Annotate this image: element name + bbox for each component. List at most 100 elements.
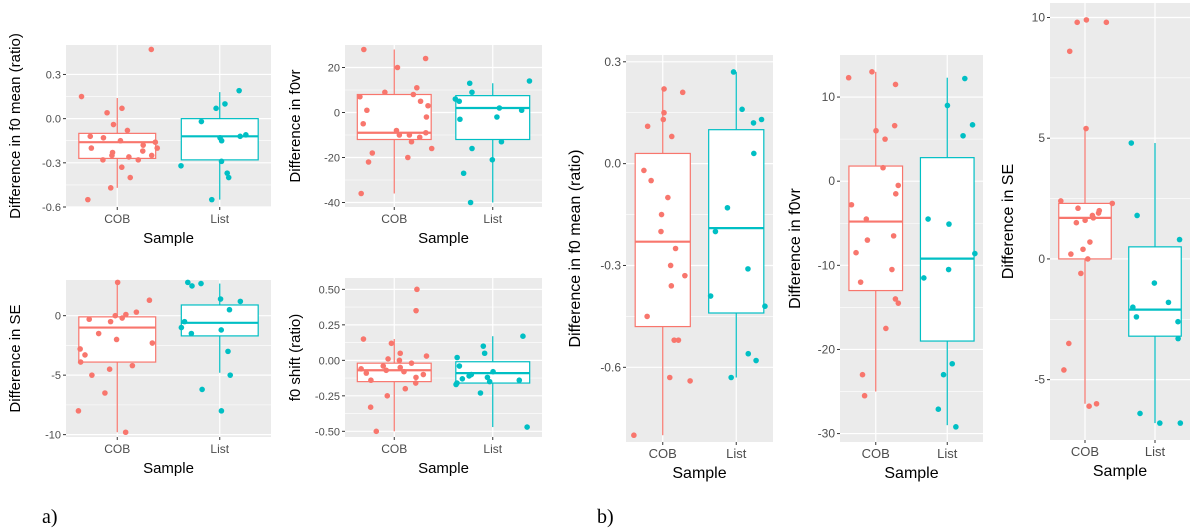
data-point-cob [1068, 251, 1074, 257]
data-point-cob [1066, 340, 1072, 347]
data-point-cob [82, 352, 88, 358]
data-point-list [524, 424, 530, 430]
data-point-list [457, 116, 463, 123]
data-point-list [946, 221, 952, 227]
data-point-list [1134, 212, 1140, 219]
data-point-cob [406, 132, 413, 138]
data-point-cob [78, 93, 85, 100]
data-point-cob [412, 380, 419, 386]
data-point-cob [661, 86, 667, 92]
box-list [180, 283, 259, 373]
data-point-list [467, 199, 474, 206]
data-point-cob [95, 330, 102, 337]
data-point-list [960, 132, 966, 139]
y-tick-label: -30 [818, 427, 836, 441]
data-point-list [484, 374, 491, 381]
data-point-cob [139, 148, 146, 154]
data-point-list [218, 327, 225, 333]
data-point-list [1175, 335, 1181, 342]
data-point-cob [100, 134, 107, 141]
data-point-list [724, 204, 731, 211]
data-point-cob [414, 84, 420, 91]
y-tick-label: 0.0 [604, 157, 621, 171]
data-point-cob [104, 109, 110, 116]
data-point-list [1165, 299, 1172, 306]
data-point-cob [863, 216, 870, 222]
data-point-cob [368, 377, 374, 384]
data-point-cob [667, 262, 674, 269]
data-point-cob [86, 316, 93, 323]
data-point-cob [892, 81, 899, 88]
data-point-list [745, 350, 752, 357]
x-tick-label: List [210, 442, 229, 456]
data-point-list [469, 89, 475, 96]
data-point-list [224, 170, 231, 176]
data-point-list [453, 381, 459, 388]
data-point-list [1133, 314, 1140, 320]
data-point-cob [1109, 200, 1116, 207]
y-tick-label: -0.50 [315, 426, 340, 438]
box-cob [634, 88, 691, 436]
chart-a3: 0 -5 -10 COB List Sample Difference in SE [7, 279, 271, 477]
data-point-cob [859, 371, 866, 378]
data-point-list [921, 275, 927, 281]
data-point-cob [112, 312, 119, 319]
data-point-cob [671, 337, 677, 343]
y-tick-label: -5 [51, 370, 61, 382]
data-point-list [225, 348, 231, 355]
x-axis-title: Sample [418, 230, 469, 247]
data-point-list [496, 105, 503, 111]
y-tick-label: 5 [1038, 131, 1045, 145]
data-point-cob [77, 346, 83, 352]
data-point-list [707, 293, 714, 299]
data-point-cob [397, 350, 404, 357]
data-point-cob [687, 378, 693, 384]
data-point-cob [417, 98, 424, 105]
data-point-cob [672, 245, 679, 252]
y-axis-title: Difference in f0 mean (ratio) [7, 33, 24, 219]
box-iqr [708, 129, 765, 314]
box-cob [356, 339, 432, 432]
data-point-cob [423, 129, 429, 136]
data-point-cob [1083, 17, 1090, 23]
data-point-cob [425, 102, 431, 109]
data-point-cob [1095, 210, 1102, 216]
data-point-cob [1093, 400, 1100, 407]
data-point-cob [360, 336, 367, 342]
x-tick-label: COB [649, 446, 677, 461]
data-point-cob [402, 385, 409, 392]
data-point-list [218, 158, 225, 165]
chart-b3: 10 5 0 -5 COB List Sample Difference in SE [1000, 3, 1190, 480]
data-point-cob [1083, 125, 1089, 132]
y-tick-label: 0.50 [319, 284, 340, 296]
y-axis-title: Difference in f0 mean (ratio) [567, 149, 584, 347]
data-point-list [198, 118, 205, 125]
data-point-cob [107, 185, 114, 191]
y-tick-label: 0.00 [319, 355, 340, 367]
data-point-cob [148, 152, 155, 159]
data-point-list [225, 174, 232, 181]
data-point-list [218, 137, 225, 144]
data-point-list [489, 156, 496, 163]
x-axis-title: Sample [672, 465, 726, 482]
data-point-list [456, 363, 463, 369]
y-tick-label: -40 [324, 198, 340, 210]
data-point-list [962, 75, 968, 82]
data-point-cob [124, 127, 131, 134]
data-point-cob [149, 340, 156, 346]
data-point-cob [360, 120, 367, 127]
data-point-cob [126, 154, 132, 160]
data-point-list [739, 106, 745, 113]
data-point-cob [154, 145, 161, 151]
data-point-cob [148, 46, 155, 53]
data-point-list [227, 372, 234, 378]
data-point-list [237, 298, 244, 305]
y-axis-title: Difference in SE [1000, 164, 1017, 279]
data-point-cob [891, 122, 898, 129]
data-point-cob [416, 134, 423, 141]
data-point-cob [869, 69, 875, 75]
data-point-list [1151, 280, 1158, 286]
data-point-list [481, 350, 488, 357]
data-point-cob [382, 89, 388, 96]
box-list [1128, 143, 1182, 424]
